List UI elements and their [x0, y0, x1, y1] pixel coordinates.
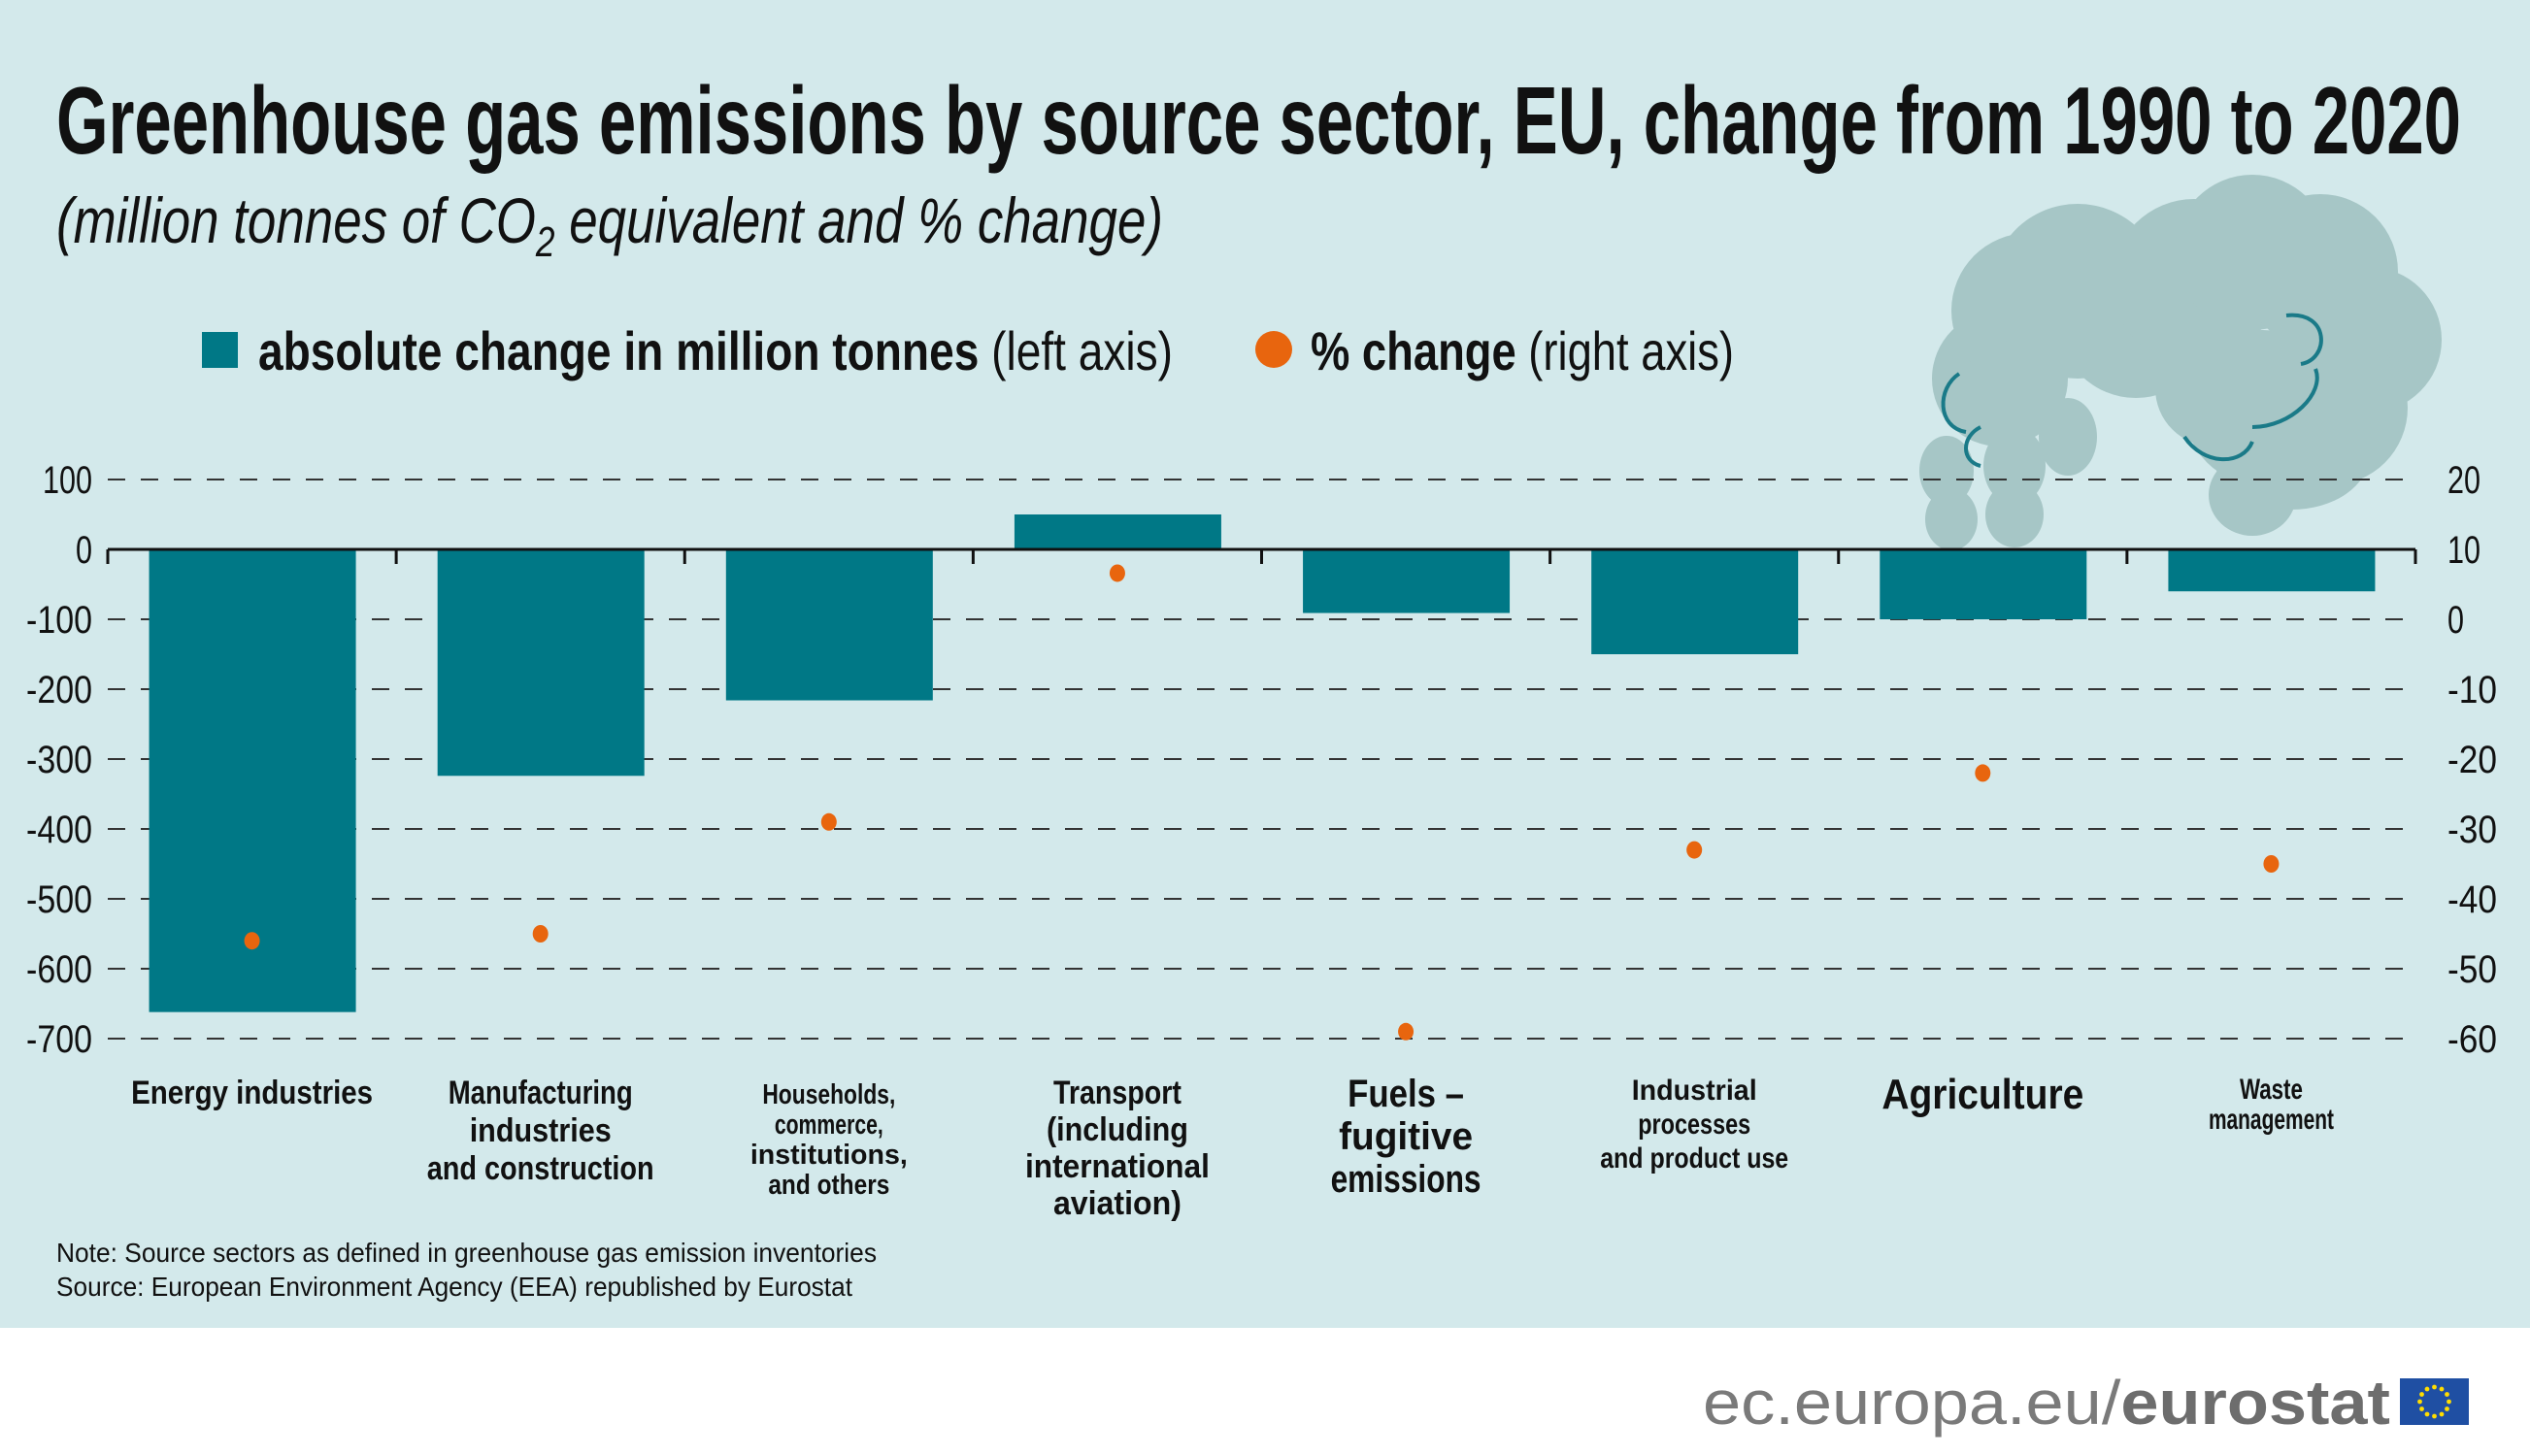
bar: [1014, 514, 1221, 549]
eu-star-icon: [2445, 1392, 2449, 1397]
left-axis-tick-label: -300: [26, 739, 92, 781]
right-axis-tick-label: -20: [2447, 739, 2497, 781]
source-text: Source: European Environment Agency (EEA…: [56, 1272, 852, 1302]
eu-star-icon: [2424, 1411, 2430, 1417]
subtitle-part: (million tonnes of CO: [56, 184, 536, 256]
legend-bar-label: absolute change in million tonnes (left …: [258, 320, 1173, 381]
eu-star-icon: [2419, 1406, 2424, 1411]
dot: [820, 812, 837, 831]
left-axis-tick-label: 0: [76, 529, 92, 572]
category-label: fugitive: [1339, 1115, 1473, 1158]
category-labels: Energy industries Manufacturingindustries…: [131, 1071, 2334, 1222]
eu-star-icon: [2424, 1386, 2430, 1392]
category-label: and product use: [1600, 1142, 1788, 1175]
legend-dot-swatch: [1255, 331, 1292, 368]
bar: [725, 549, 933, 701]
smoke-curl-icon: [1941, 313, 2323, 468]
dot: [244, 932, 260, 950]
category-label: (including: [1047, 1111, 1188, 1148]
left-axis-tick-label: -500: [26, 878, 92, 921]
category-label: Households,: [762, 1079, 895, 1110]
dot: [2263, 855, 2280, 873]
category-label: Transport: [1053, 1075, 1182, 1111]
category-label: Energy industries: [131, 1075, 373, 1111]
legend-dot-label: % change (right axis): [1311, 320, 1734, 381]
right-axis-tick-label: -40: [2447, 878, 2497, 921]
url-prefix: ec.europa.eu/: [1703, 1368, 2121, 1438]
eu-star-icon: [2445, 1406, 2449, 1411]
category-label: Waste: [2240, 1074, 2303, 1106]
category-label: aviation): [1053, 1185, 1182, 1222]
legend-bar-label-bold: absolute change in million tonnes: [258, 320, 979, 381]
page-title: Greenhouse gas emissions by source secto…: [56, 67, 2461, 174]
category-label: institutions,: [750, 1140, 908, 1171]
category-label: industries: [470, 1112, 612, 1149]
dot: [1398, 1022, 1415, 1041]
left-axis-tick-label: -200: [26, 669, 92, 711]
eurostat-url[interactable]: ec.europa.eu/eurostat: [1703, 1368, 2390, 1438]
bar: [2168, 549, 2376, 592]
x-axis: [106, 547, 2417, 564]
left-axis-tick-label: -600: [26, 948, 92, 991]
right-axis-tick-label: 0: [2447, 599, 2464, 642]
eu-star-icon: [2439, 1411, 2445, 1417]
category-label: Agriculture: [1881, 1071, 2083, 1118]
smoke-cloud-icon: [1919, 175, 2442, 550]
bar: [1591, 549, 1799, 654]
legend-dot-label-bold: % change: [1311, 320, 1516, 381]
legend-bar-label-rest: (left axis): [979, 320, 1173, 381]
right-axis-tick-label: -10: [2447, 669, 2497, 711]
dot: [1686, 841, 1703, 859]
eu-star-icon: [2432, 1384, 2437, 1390]
right-axis-labels: 20 10 0 -10 -20 -30 -40 -50 -60: [2447, 459, 2497, 1061]
eu-star-icon: [2439, 1386, 2445, 1392]
left-axis-tick-label: -100: [26, 599, 92, 642]
right-axis-tick-label: 10: [2447, 529, 2480, 572]
left-axis-tick-label: -700: [26, 1018, 92, 1061]
eu-star-icon: [2419, 1392, 2424, 1397]
category-label: Industrial: [1632, 1075, 1757, 1107]
dots: [244, 564, 2280, 1041]
eu-star-icon: [2447, 1399, 2451, 1405]
subtitle: (million tonnes of CO2 equivalent and % …: [56, 184, 1163, 266]
category-label: and others: [768, 1170, 889, 1201]
legend-dot-label-rest: (right axis): [1516, 320, 1734, 381]
footer-background: [0, 1328, 2530, 1456]
right-axis-tick-label: -60: [2447, 1018, 2497, 1061]
subtitle-subscript: 2: [535, 218, 554, 266]
eu-star-icon: [2432, 1413, 2437, 1419]
left-axis-labels: 100 0 -100 -200 -300 -400 -500 -600 -700: [26, 459, 92, 1061]
legend-bar-swatch: [202, 332, 238, 368]
category-label: Manufacturing: [449, 1075, 633, 1111]
bar: [1880, 549, 2087, 619]
category-label: Fuels –: [1348, 1073, 1464, 1115]
right-axis-tick-label: -50: [2447, 948, 2497, 991]
category-label: and construction: [427, 1150, 654, 1187]
subtitle-part: equivalent and % change): [555, 184, 1163, 256]
bar: [437, 549, 645, 777]
category-label: international: [1025, 1148, 1210, 1185]
dot: [1975, 764, 1991, 782]
dot: [532, 925, 549, 943]
right-axis-tick-label: 20: [2447, 459, 2480, 502]
category-label: processes: [1638, 1109, 1750, 1141]
right-axis-tick-label: -30: [2447, 809, 2497, 851]
eu-flag-icon: [2400, 1378, 2469, 1425]
category-label: commerce,: [775, 1109, 883, 1141]
category-label: emissions: [1331, 1158, 1481, 1201]
eu-star-icon: [2417, 1399, 2422, 1405]
note-text: Note: Source sectors as defined in green…: [56, 1238, 877, 1268]
dot: [1109, 564, 1125, 582]
category-label: management: [2209, 1104, 2334, 1136]
url-brand: eurostat: [2120, 1368, 2390, 1438]
left-axis-tick-label: -400: [26, 809, 92, 851]
bar: [1303, 549, 1511, 613]
bars: [149, 514, 2376, 1012]
left-axis-tick-label: 100: [43, 459, 92, 502]
